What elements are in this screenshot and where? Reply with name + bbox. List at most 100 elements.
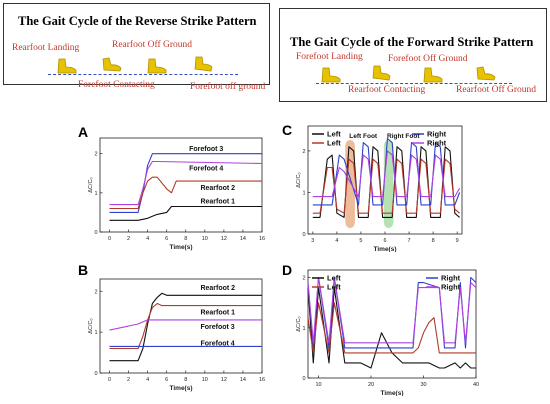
forward-phase-rearfoot-contacting: Rearfoot Contacting	[348, 85, 426, 95]
series-line-4	[109, 205, 262, 221]
x-tick-label: 30	[420, 382, 426, 388]
forward-phase-forefoot-landing: Forefoot Landing	[296, 52, 363, 62]
legend-left-label: Left	[327, 130, 341, 139]
foot-icon	[476, 66, 496, 81]
reverse-phase-forefoot-off-ground: Forefoot off ground	[190, 82, 266, 92]
plot-a-label: A	[78, 124, 89, 140]
x-tick-label: 0	[108, 236, 111, 242]
x-tick-label: 16	[259, 236, 265, 242]
series-line-3	[109, 319, 262, 331]
series-line-4	[312, 150, 461, 198]
x-tick-label: 14	[240, 377, 246, 383]
legend-right-label: Right	[427, 130, 447, 139]
series-line-2	[307, 302, 476, 354]
x-tick-label: 12	[221, 377, 227, 383]
x-tick-label: 16	[259, 377, 265, 383]
x-tick-label: 10	[315, 382, 321, 388]
series-label: Rearfoot 2	[200, 285, 235, 292]
series-line-3	[312, 137, 461, 206]
series-label: Rearfoot 2	[200, 185, 235, 192]
y-axis-label: ΔC/C₀	[296, 172, 302, 187]
legend-right-label: Right	[441, 274, 461, 283]
foot-icon	[57, 58, 77, 74]
forward-phase-rearfoot-off-ground: Rearfoot Off Ground	[456, 85, 537, 95]
foot-icon	[372, 65, 391, 81]
plot-c-label: C	[282, 122, 293, 138]
chart-c: 3 4 5 6 7 8 9012Time(s)ΔC/C₀LeftLeftRightRight…	[296, 125, 463, 252]
series-label: Forefoot 4	[189, 166, 223, 173]
x-axis-label: Time(s)	[170, 385, 193, 392]
x-tick-label: 6	[165, 377, 168, 383]
y-tick-label: 2	[302, 149, 305, 155]
x-tick-label: 14	[240, 236, 246, 242]
series-line-4	[307, 276, 477, 344]
foot-icon	[194, 56, 213, 72]
x-tick-label: 2	[127, 377, 130, 383]
legend-left-label: Left	[327, 283, 341, 292]
x-tick-label: 7	[408, 238, 411, 244]
y-tick-label: 0	[302, 376, 305, 382]
series-line-1	[109, 292, 262, 362]
foot-icon	[102, 57, 122, 72]
series-line-1	[312, 146, 460, 218]
y-tick-label: 1	[302, 326, 305, 332]
series-label: Rearfoot 1	[200, 310, 235, 317]
series-line-1	[109, 153, 262, 213]
y-axis-label: ΔC/C₀	[88, 177, 94, 192]
y-tick-label: 2	[302, 276, 305, 282]
y-tick-label: 2	[94, 152, 97, 158]
y-tick-label: 1	[94, 191, 97, 197]
series-line-2	[109, 160, 263, 206]
chart-annotation: Left Foot	[349, 133, 378, 140]
x-tick-label: 9	[456, 238, 459, 244]
x-tick-label: 0	[108, 377, 111, 383]
x-axis-label: Time(s)	[374, 246, 397, 252]
x-tick-label: 40	[473, 382, 479, 388]
y-tick-label: 1	[94, 330, 97, 336]
forward-phase-forefoot-off-ground: Forefoot Off Ground	[388, 54, 468, 64]
x-tick-label: 8	[184, 236, 187, 242]
series-label: Forefoot 3	[189, 146, 223, 153]
foot-icon	[423, 67, 443, 83]
x-tick-label: 5	[359, 238, 362, 244]
x-tick-label: 4	[335, 238, 338, 244]
reverse-phase-rearfoot-off-ground: Rearfoot Off Ground	[112, 40, 193, 50]
x-tick-label: 8	[432, 238, 435, 244]
series-label: Rearfoot 1	[200, 198, 235, 205]
series-label: Forefoot 3	[200, 324, 234, 331]
x-tick-label: 10	[202, 236, 208, 242]
y-tick-label: 2	[94, 289, 97, 295]
x-tick-label: 2	[127, 236, 130, 242]
legend-left-label: Left	[327, 139, 341, 148]
y-tick-label: 0	[302, 232, 305, 238]
x-tick-label: 6	[383, 238, 386, 244]
x-tick-label: 20	[368, 382, 374, 388]
background-text-watermark	[2, 76, 72, 156]
x-tick-label: 3	[311, 238, 314, 244]
reverse-phase-rearfoot-landing: Rearfoot Landing	[12, 43, 80, 53]
reverse-strike-title: The Gait Cycle of the Reverse Strike Pat…	[18, 14, 257, 28]
x-tick-label: 4	[146, 236, 149, 242]
x-tick-label: 12	[221, 236, 227, 242]
plot-d-label: D	[282, 262, 293, 278]
series-line-2	[312, 158, 460, 214]
forward-strike-title: The Gait Cycle of the Forward Strike Pat…	[290, 35, 534, 49]
x-tick-label: 4	[146, 377, 149, 383]
legend-right-label: Right	[441, 283, 461, 292]
reverse-ground-line	[48, 74, 238, 75]
legend-left-label: Left	[327, 274, 341, 283]
chart-annotation: Right Foot	[387, 133, 420, 140]
plot-frame	[99, 278, 263, 374]
series-line-3	[109, 176, 262, 210]
plot-frame	[99, 137, 263, 233]
x-tick-label: 6	[165, 236, 168, 242]
reverse-phase-forefoot-contacting: Forefoot Contacting	[78, 80, 155, 90]
legend-right-label: Right	[427, 139, 447, 148]
reverse-strike-panel: The Gait Cycle of the Reverse Strike Pat…	[3, 3, 270, 92]
forward-strike-panel: The Gait Cycle of the Forward Strike Pat…	[279, 8, 547, 102]
series-line-2	[109, 302, 262, 350]
plot-b-label: B	[78, 262, 89, 278]
